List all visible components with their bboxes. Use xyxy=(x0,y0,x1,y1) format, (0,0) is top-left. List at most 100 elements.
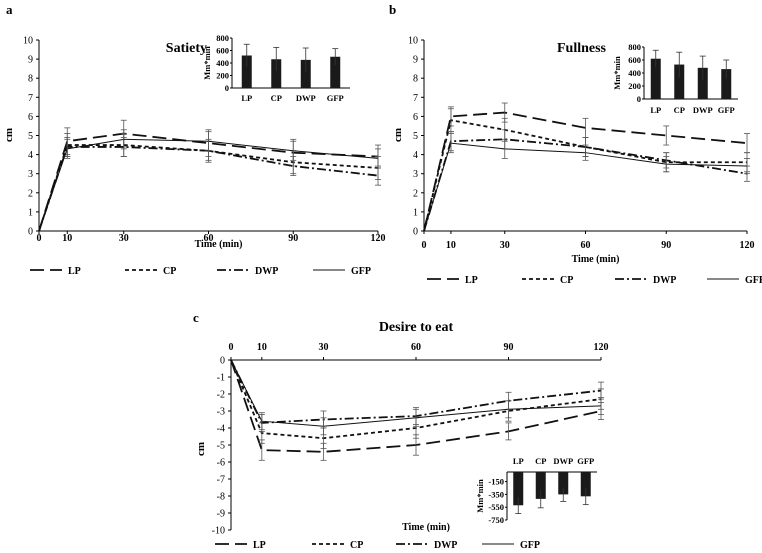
panel-b: b 0 1 2 3 4 5 6 7 8 9 10 0 10 30 60 90 120 Time (min) cm Ful… xyxy=(389,2,762,286)
inset-category-label: GFP xyxy=(718,105,735,115)
x-tick-label: 60 xyxy=(581,240,591,251)
inset-bar-GFP xyxy=(721,69,732,99)
legend-label: GFP xyxy=(745,275,762,286)
inset-y-tick-label: 0 xyxy=(637,94,641,104)
y-tick-label: 8 xyxy=(413,74,418,85)
inset-y-tick-label: -750 xyxy=(488,515,504,525)
series-line-GFP xyxy=(423,142,748,232)
x-tick-label: 90 xyxy=(504,342,514,353)
y-tick-label: -5 xyxy=(217,441,225,452)
legend-label: CP xyxy=(560,275,573,286)
series-line-CP xyxy=(38,144,379,232)
x-tick-label: 10 xyxy=(446,240,456,251)
inset-category-label: CP xyxy=(535,456,546,466)
x-tick-label: 120 xyxy=(740,240,755,251)
inset-bar-DWP xyxy=(697,67,708,99)
y-tick-label: 9 xyxy=(28,55,33,66)
panel-label: c xyxy=(193,310,199,325)
inset-y-axis-label: Mm*min xyxy=(475,479,485,513)
x-tick-label: 30 xyxy=(319,342,329,353)
y-tick-label: 4 xyxy=(413,150,418,161)
y-tick-label: 0 xyxy=(28,227,33,238)
legend-label: CP xyxy=(350,540,363,551)
x-tick-label: 30 xyxy=(500,240,510,251)
y-tick-label: -4 xyxy=(217,424,225,435)
inset-y-tick-label: 800 xyxy=(628,42,641,52)
x-axis-label: Time (min) xyxy=(572,254,620,265)
legend-label: LP xyxy=(253,540,266,551)
y-tick-label: 1 xyxy=(413,207,418,218)
series-line-DWP xyxy=(423,138,748,232)
series-line-DWP xyxy=(230,359,602,424)
x-tick-label: 60 xyxy=(204,233,214,244)
x-tick-label: 60 xyxy=(411,342,421,353)
series-line-LP xyxy=(230,359,602,453)
series-line-GFP xyxy=(38,138,379,232)
legend-label: CP xyxy=(163,266,176,277)
inset-category-label: LP xyxy=(241,93,252,103)
inset-y-tick-label: 0 xyxy=(225,83,229,93)
y-tick-label: 6 xyxy=(413,112,418,123)
inset-y-tick-label: 400 xyxy=(216,58,229,68)
series-line-LP xyxy=(38,132,379,232)
legend-label: DWP xyxy=(255,266,278,277)
x-tick-label: 120 xyxy=(371,233,386,244)
inset-category-label: DWP xyxy=(693,105,713,115)
inset-y-tick-label: -550 xyxy=(488,502,504,512)
legend-label: GFP xyxy=(351,266,371,277)
x-axis-label: Time (min) xyxy=(195,239,243,250)
inset-category-label: GFP xyxy=(577,456,594,466)
y-tick-label: -3 xyxy=(217,407,225,418)
y-tick-label: -10 xyxy=(212,526,225,537)
series-line-GFP xyxy=(230,359,602,427)
legend-label: DWP xyxy=(434,540,457,551)
inset-y-axis-label: Mm*min xyxy=(612,56,622,90)
inset-bar-CP xyxy=(535,472,546,499)
y-tick-label: 8 xyxy=(28,74,33,85)
y-tick-label: 3 xyxy=(28,169,33,180)
y-tick-label: -2 xyxy=(217,390,225,401)
y-tick-label: 1 xyxy=(28,207,33,218)
inset-bar-GFP xyxy=(580,472,591,497)
inset-y-tick-label: 200 xyxy=(216,71,229,81)
inset-category-label: DWP xyxy=(553,456,573,466)
y-tick-label: -7 xyxy=(217,475,225,486)
y-tick-label: 2 xyxy=(413,188,418,199)
inset-bar-CP xyxy=(271,59,282,88)
x-tick-label: 0 xyxy=(229,342,234,353)
legend-label: LP xyxy=(465,275,478,286)
y-tick-label: 9 xyxy=(413,55,418,66)
y-tick-label: 2 xyxy=(28,188,33,199)
inset-y-tick-label: -350 xyxy=(488,489,504,499)
inset-y-tick-label: -150 xyxy=(488,477,504,487)
chart-title: Satiety xyxy=(166,41,207,56)
y-tick-label: 3 xyxy=(413,169,418,180)
y-tick-label: 6 xyxy=(28,112,33,123)
chart-title: Desire to eat xyxy=(379,320,454,335)
series-line-LP xyxy=(423,111,748,232)
x-tick-label: 90 xyxy=(661,240,671,251)
y-tick-label: 0 xyxy=(220,356,225,367)
y-axis-label: cm xyxy=(195,442,207,456)
series-line-DWP xyxy=(38,146,379,232)
y-axis-label: cm xyxy=(392,128,404,142)
y-tick-label: 10 xyxy=(408,36,418,47)
y-tick-label: 10 xyxy=(23,36,33,47)
chart-title: Fullness xyxy=(557,41,607,56)
panel-c: c 0 -1 -2 -3 -4 -5 -6 -7 -8 -9 -10 0 10 30 60 90 120 Time … xyxy=(193,310,609,551)
panel-a: a 0 1 2 3 4 5 6 7 8 9 10 0 10 30 60 90 120 Time (min) cm Sat… xyxy=(3,2,386,277)
x-tick-label: 0 xyxy=(37,233,42,244)
inset-bar-CP xyxy=(674,64,685,99)
y-tick-label: -8 xyxy=(217,492,225,503)
inset-category-label: LP xyxy=(513,456,524,466)
y-tick-label: 5 xyxy=(413,131,418,142)
x-tick-label: 10 xyxy=(257,342,267,353)
y-tick-label: -1 xyxy=(217,373,225,384)
inset-category-label: CP xyxy=(674,105,685,115)
y-tick-label: -9 xyxy=(217,509,225,520)
inset-y-tick-label: 800 xyxy=(216,33,229,43)
inset-y-axis-label: Mm*min xyxy=(202,46,212,80)
inset-bar-DWP xyxy=(300,59,311,88)
y-tick-label: 7 xyxy=(28,93,33,104)
